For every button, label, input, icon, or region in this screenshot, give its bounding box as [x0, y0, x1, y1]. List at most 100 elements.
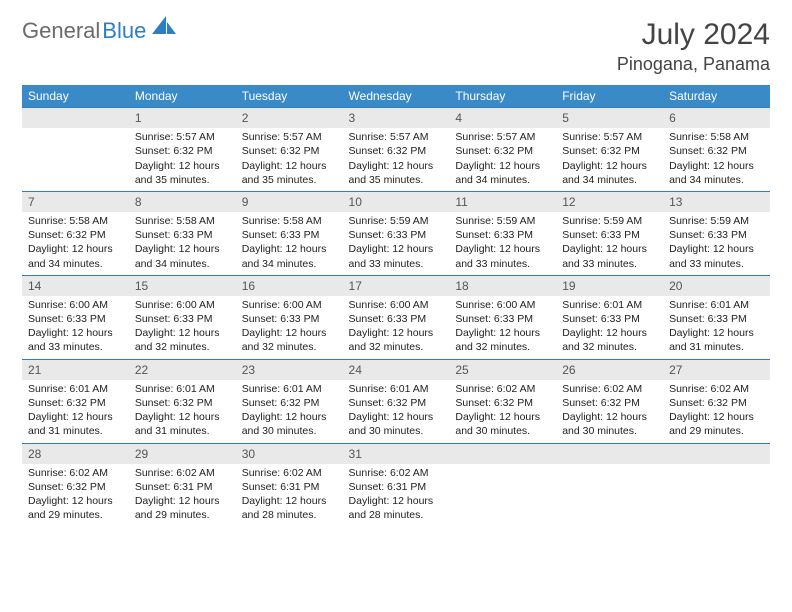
brand-part1: General [22, 18, 100, 44]
sunrise-line: Sunrise: 6:01 AM [242, 382, 337, 396]
sunrise-line: Sunrise: 5:57 AM [135, 130, 230, 144]
sunrise-line: Sunrise: 6:02 AM [28, 466, 123, 480]
sunset-line: Sunset: 6:32 PM [562, 144, 657, 158]
calendar-cell: 5Sunrise: 5:57 AMSunset: 6:32 PMDaylight… [556, 107, 663, 191]
day-body: Sunrise: 6:00 AMSunset: 6:33 PMDaylight:… [449, 296, 556, 359]
day-number: 28 [22, 443, 129, 464]
day-number: 12 [556, 191, 663, 212]
calendar-cell: 7Sunrise: 5:58 AMSunset: 6:32 PMDaylight… [22, 191, 129, 275]
daylight-line: Daylight: 12 hours and 29 minutes. [135, 494, 230, 522]
day-body: Sunrise: 5:58 AMSunset: 6:33 PMDaylight:… [236, 212, 343, 275]
day-number: 5 [556, 107, 663, 128]
sunrise-line: Sunrise: 5:58 AM [242, 214, 337, 228]
day-number: 18 [449, 275, 556, 296]
day-number: 14 [22, 275, 129, 296]
day-body: Sunrise: 6:01 AMSunset: 6:32 PMDaylight:… [22, 380, 129, 443]
day-number: 4 [449, 107, 556, 128]
day-body: Sunrise: 5:57 AMSunset: 6:32 PMDaylight:… [343, 128, 450, 191]
sunrise-line: Sunrise: 6:02 AM [455, 382, 550, 396]
calendar-cell: 26Sunrise: 6:02 AMSunset: 6:32 PMDayligh… [556, 359, 663, 443]
title-block: July 2024 Pinogana, Panama [617, 18, 770, 75]
calendar-cell: 20Sunrise: 6:01 AMSunset: 6:33 PMDayligh… [663, 275, 770, 359]
sunrise-line: Sunrise: 6:02 AM [562, 382, 657, 396]
day-number: 10 [343, 191, 450, 212]
calendar-cell: 29Sunrise: 6:02 AMSunset: 6:31 PMDayligh… [129, 443, 236, 527]
day-number: 11 [449, 191, 556, 212]
sunset-line: Sunset: 6:33 PM [455, 312, 550, 326]
daylight-line: Daylight: 12 hours and 32 minutes. [135, 326, 230, 354]
daylight-line: Daylight: 12 hours and 30 minutes. [562, 410, 657, 438]
calendar-row: 14Sunrise: 6:00 AMSunset: 6:33 PMDayligh… [22, 275, 770, 359]
sunset-line: Sunset: 6:31 PM [242, 480, 337, 494]
sunset-line: Sunset: 6:31 PM [349, 480, 444, 494]
day-body: Sunrise: 6:02 AMSunset: 6:31 PMDaylight:… [343, 464, 450, 527]
sunrise-line: Sunrise: 6:01 AM [28, 382, 123, 396]
calendar-cell: 6Sunrise: 5:58 AMSunset: 6:32 PMDaylight… [663, 107, 770, 191]
day-body: Sunrise: 5:58 AMSunset: 6:32 PMDaylight:… [22, 212, 129, 275]
sunset-line: Sunset: 6:33 PM [562, 228, 657, 242]
calendar-cell-empty [449, 443, 556, 527]
day-number: 29 [129, 443, 236, 464]
weekday-header: Thursday [449, 85, 556, 107]
calendar-cell: 1Sunrise: 5:57 AMSunset: 6:32 PMDaylight… [129, 107, 236, 191]
month-title: July 2024 [617, 18, 770, 52]
day-number: 2 [236, 107, 343, 128]
weekday-header: Saturday [663, 85, 770, 107]
sunset-line: Sunset: 6:33 PM [669, 312, 764, 326]
sunset-line: Sunset: 6:33 PM [28, 312, 123, 326]
calendar-cell: 14Sunrise: 6:00 AMSunset: 6:33 PMDayligh… [22, 275, 129, 359]
sunset-line: Sunset: 6:33 PM [349, 228, 444, 242]
daylight-line: Daylight: 12 hours and 32 minutes. [349, 326, 444, 354]
calendar-cell: 16Sunrise: 6:00 AMSunset: 6:33 PMDayligh… [236, 275, 343, 359]
day-number: 23 [236, 359, 343, 380]
sunset-line: Sunset: 6:32 PM [455, 144, 550, 158]
calendar-row: 1Sunrise: 5:57 AMSunset: 6:32 PMDaylight… [22, 107, 770, 191]
sunset-line: Sunset: 6:32 PM [135, 396, 230, 410]
calendar-cell: 17Sunrise: 6:00 AMSunset: 6:33 PMDayligh… [343, 275, 450, 359]
sunset-line: Sunset: 6:33 PM [562, 312, 657, 326]
daylight-line: Daylight: 12 hours and 30 minutes. [349, 410, 444, 438]
sunrise-line: Sunrise: 6:01 AM [349, 382, 444, 396]
day-body: Sunrise: 5:58 AMSunset: 6:32 PMDaylight:… [663, 128, 770, 191]
day-body: Sunrise: 6:00 AMSunset: 6:33 PMDaylight:… [129, 296, 236, 359]
calendar-head: SundayMondayTuesdayWednesdayThursdayFrid… [22, 85, 770, 107]
sunrise-line: Sunrise: 5:59 AM [669, 214, 764, 228]
calendar-cell: 12Sunrise: 5:59 AMSunset: 6:33 PMDayligh… [556, 191, 663, 275]
sunrise-line: Sunrise: 5:59 AM [562, 214, 657, 228]
day-body: Sunrise: 6:00 AMSunset: 6:33 PMDaylight:… [236, 296, 343, 359]
daylight-line: Daylight: 12 hours and 34 minutes. [135, 242, 230, 270]
sunrise-line: Sunrise: 6:00 AM [242, 298, 337, 312]
daylight-line: Daylight: 12 hours and 32 minutes. [562, 326, 657, 354]
day-number: 21 [22, 359, 129, 380]
day-number: 15 [129, 275, 236, 296]
sunset-line: Sunset: 6:32 PM [242, 396, 337, 410]
daylight-line: Daylight: 12 hours and 34 minutes. [455, 159, 550, 187]
day-body: Sunrise: 5:57 AMSunset: 6:32 PMDaylight:… [129, 128, 236, 191]
weekday-header: Sunday [22, 85, 129, 107]
daylight-line: Daylight: 12 hours and 33 minutes. [455, 242, 550, 270]
weekday-header: Friday [556, 85, 663, 107]
sunrise-line: Sunrise: 5:57 AM [349, 130, 444, 144]
sunrise-line: Sunrise: 6:02 AM [135, 466, 230, 480]
sunrise-line: Sunrise: 5:58 AM [135, 214, 230, 228]
sunrise-line: Sunrise: 5:57 AM [562, 130, 657, 144]
day-number: 3 [343, 107, 450, 128]
sunrise-line: Sunrise: 6:01 AM [669, 298, 764, 312]
sunset-line: Sunset: 6:33 PM [135, 228, 230, 242]
daylight-line: Daylight: 12 hours and 34 minutes. [28, 242, 123, 270]
daylight-line: Daylight: 12 hours and 32 minutes. [242, 326, 337, 354]
day-body: Sunrise: 6:01 AMSunset: 6:33 PMDaylight:… [556, 296, 663, 359]
daylight-line: Daylight: 12 hours and 31 minutes. [28, 410, 123, 438]
sunrise-line: Sunrise: 6:02 AM [242, 466, 337, 480]
calendar-cell: 13Sunrise: 5:59 AMSunset: 6:33 PMDayligh… [663, 191, 770, 275]
calendar-cell: 24Sunrise: 6:01 AMSunset: 6:32 PMDayligh… [343, 359, 450, 443]
sunrise-line: Sunrise: 6:01 AM [135, 382, 230, 396]
daylight-line: Daylight: 12 hours and 33 minutes. [669, 242, 764, 270]
day-body: Sunrise: 6:00 AMSunset: 6:33 PMDaylight:… [22, 296, 129, 359]
sunset-line: Sunset: 6:33 PM [242, 228, 337, 242]
day-number: 13 [663, 191, 770, 212]
daylight-line: Daylight: 12 hours and 35 minutes. [135, 159, 230, 187]
daylight-line: Daylight: 12 hours and 34 minutes. [669, 159, 764, 187]
brand-sail-icon [152, 16, 178, 36]
sunset-line: Sunset: 6:32 PM [455, 396, 550, 410]
